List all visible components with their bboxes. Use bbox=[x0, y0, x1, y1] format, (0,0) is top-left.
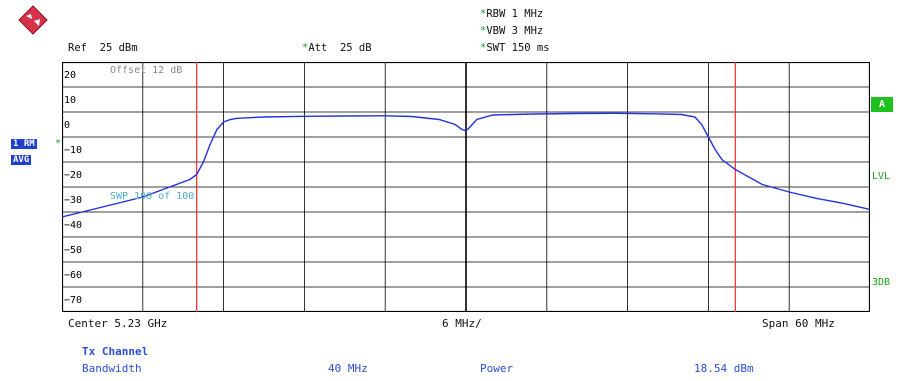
swt-setting: *SWT 150 ms bbox=[480, 42, 550, 54]
rs-logo-icon bbox=[18, 5, 48, 35]
tx-channel-title: Tx Channel bbox=[82, 345, 149, 358]
attenuation: *Att 25 dB bbox=[302, 42, 372, 54]
span-frequency: Span 60 MHz bbox=[762, 317, 835, 330]
y-tick-label: −20 bbox=[64, 170, 82, 181]
y-tick-label: −50 bbox=[64, 245, 82, 256]
power-label: Power bbox=[480, 362, 514, 375]
vbw-setting: *VBW 3 MHz bbox=[480, 25, 544, 37]
y-tick-label: 20 bbox=[64, 70, 76, 81]
frequency-per-division: 6 MHz/ bbox=[442, 317, 482, 330]
spectrum-trace bbox=[62, 112, 870, 218]
bandwidth-label: Bandwidth bbox=[82, 362, 142, 375]
y-tick-label: −40 bbox=[64, 220, 82, 231]
y-tick-label: −70 bbox=[64, 295, 82, 306]
trace-mode-badge: 1 RM bbox=[11, 139, 37, 149]
detector-badge: AVG bbox=[11, 155, 32, 165]
rbw-setting: *RBW 1 MHz bbox=[480, 8, 544, 20]
y-tick-label: −60 bbox=[64, 270, 82, 281]
sweep-counter: SWP 100 of 100 bbox=[110, 191, 194, 202]
y-tick-label: −30 bbox=[64, 195, 82, 206]
ref-level: Ref 25 dBm bbox=[68, 42, 138, 54]
y-tick-label: 10 bbox=[64, 95, 76, 106]
y-tick-label: −10 bbox=[64, 145, 82, 156]
bandwidth-value: 40 MHz bbox=[328, 362, 368, 375]
y-tick-label: 0 bbox=[64, 120, 70, 131]
power-value: 18.54 dBm bbox=[694, 362, 754, 375]
3db-indicator: 3DB bbox=[872, 277, 891, 288]
trace-a-badge: A bbox=[871, 97, 893, 112]
lvl-indicator: LVL bbox=[872, 171, 891, 182]
trace-mode-star: * bbox=[55, 138, 62, 149]
offset-label: Offset 12 dB bbox=[110, 65, 182, 76]
center-frequency: Center 5.23 GHz bbox=[68, 317, 168, 330]
